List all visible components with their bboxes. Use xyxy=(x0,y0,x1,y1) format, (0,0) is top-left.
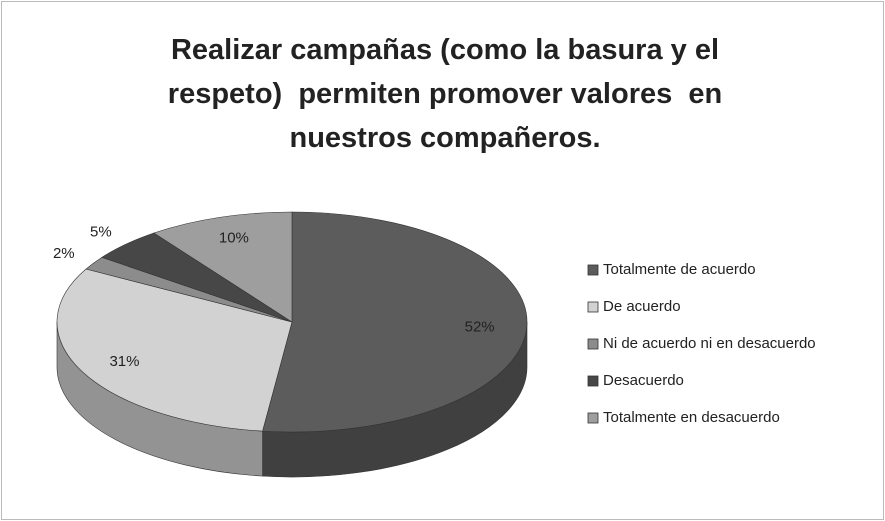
legend-label: Totalmente de acuerdo xyxy=(603,261,756,278)
pie-slice xyxy=(262,211,528,433)
legend-swatch xyxy=(587,412,599,424)
legend-swatch xyxy=(587,338,599,350)
data-label: 52% xyxy=(465,318,495,335)
data-label: 10% xyxy=(219,229,249,246)
data-label: 5% xyxy=(90,224,112,241)
chart-title: Realizar campañas (como la basura y el r… xyxy=(167,34,731,154)
legend-label: Desacuerdo xyxy=(603,372,684,389)
legend-swatch xyxy=(587,264,599,276)
legend-label: Totalmente en desacuerdo xyxy=(603,409,780,426)
data-label: 2% xyxy=(53,245,75,262)
legend-swatch xyxy=(587,301,599,313)
pie-slice xyxy=(56,268,293,432)
data-label: 31% xyxy=(109,353,139,370)
legend-label: De acuerdo xyxy=(603,298,681,315)
pie-slice xyxy=(153,211,293,323)
legend-label: Ni de acuerdo ni en desacuerdo xyxy=(603,335,816,352)
legend-swatch xyxy=(587,375,599,387)
